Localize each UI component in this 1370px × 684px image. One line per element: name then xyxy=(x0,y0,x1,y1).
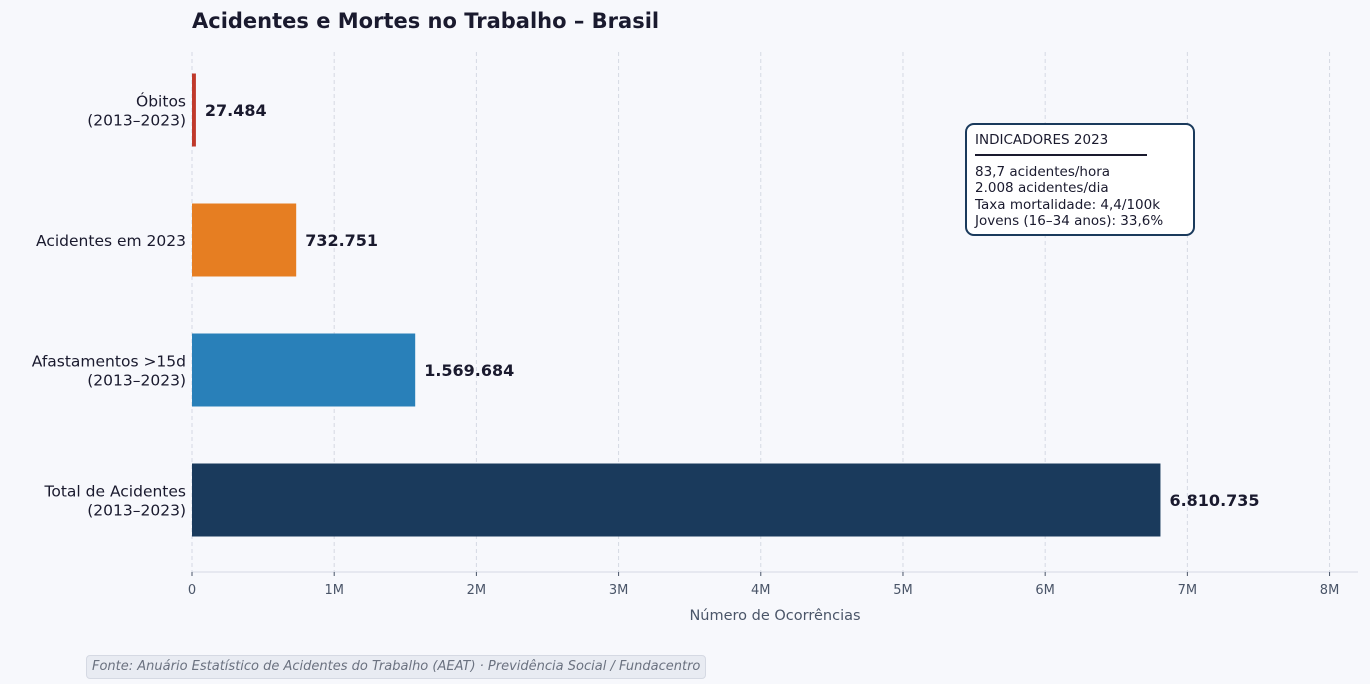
indicators-title: INDICADORES 2023 xyxy=(975,132,1108,148)
bar xyxy=(192,203,297,277)
bar-value-label: 27.484 xyxy=(205,101,267,120)
bar-value-label: 6.810.735 xyxy=(1169,491,1259,510)
x-tick-label: 8M xyxy=(1320,583,1340,598)
x-tick-label: 5M xyxy=(893,583,913,598)
bar xyxy=(192,463,1161,537)
category-label: (2013–2023) xyxy=(87,502,186,520)
x-tick-label: 7M xyxy=(1178,583,1198,598)
x-tick-label: 6M xyxy=(1035,583,1055,598)
x-tick-label: 0 xyxy=(188,583,196,598)
x-tick-label: 4M xyxy=(751,583,771,598)
indicator-line: 2.008 acidentes/dia xyxy=(975,180,1109,196)
chart-title: Acidentes e Mortes no Trabalho – Brasil xyxy=(192,9,659,33)
x-tick-label: 2M xyxy=(467,583,487,598)
category-label: Afastamentos >15d xyxy=(32,353,186,371)
x-tick-label: 3M xyxy=(609,583,629,598)
bar xyxy=(192,73,196,147)
indicators-box-frame xyxy=(965,123,1195,236)
source-note: Fonte: Anuário Estatístico de Acidentes … xyxy=(86,655,707,679)
bar-value-label: 1.569.684 xyxy=(424,361,514,380)
category-label: Total de Acidentes xyxy=(44,483,186,501)
bar-value-label: 732.751 xyxy=(305,231,378,250)
category-label: Óbitos xyxy=(136,92,186,111)
x-tick-label: 1M xyxy=(324,583,344,598)
category-label: Acidentes em 2023 xyxy=(36,232,186,250)
indicator-line: 83,7 acidentes/hora xyxy=(975,164,1110,180)
bar xyxy=(192,333,416,407)
category-label: (2013–2023) xyxy=(87,372,186,390)
indicators-box: INDICADORES 2023 83,7 acidentes/hora 2.0… xyxy=(965,123,1195,236)
indicator-line: Taxa mortalidade: 4,4/100k xyxy=(974,197,1160,213)
indicator-line: Jovens (16–34 anos): 33,6% xyxy=(974,213,1163,229)
x-axis-label: Número de Ocorrências xyxy=(689,608,860,624)
category-label: (2013–2023) xyxy=(87,112,186,130)
